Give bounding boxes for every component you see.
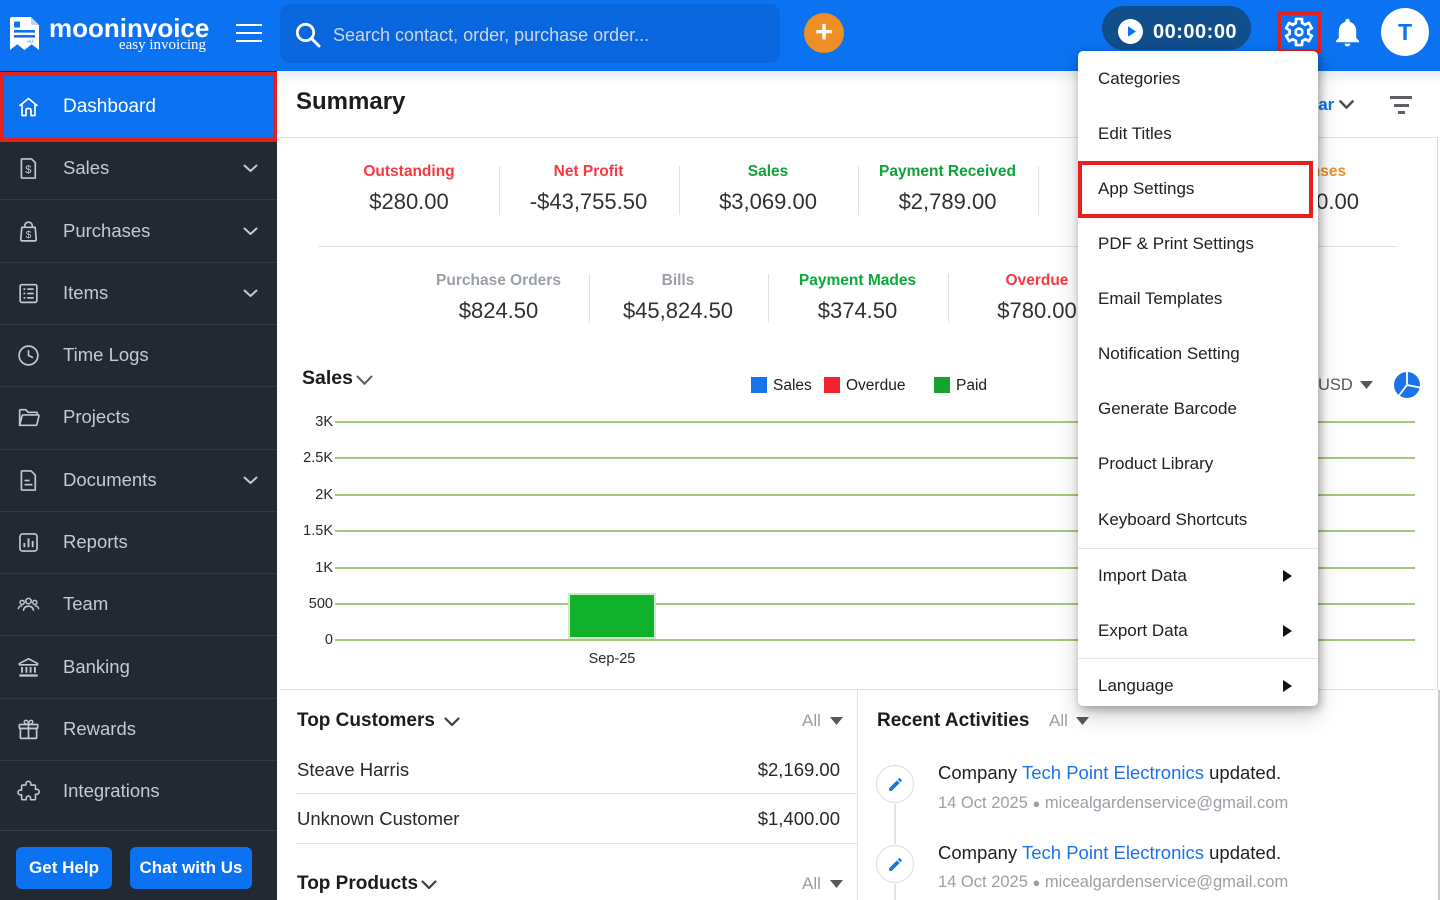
svg-text:AU: AU (27, 39, 33, 44)
svg-text:$: $ (26, 229, 32, 240)
svg-text:$: $ (25, 164, 32, 176)
